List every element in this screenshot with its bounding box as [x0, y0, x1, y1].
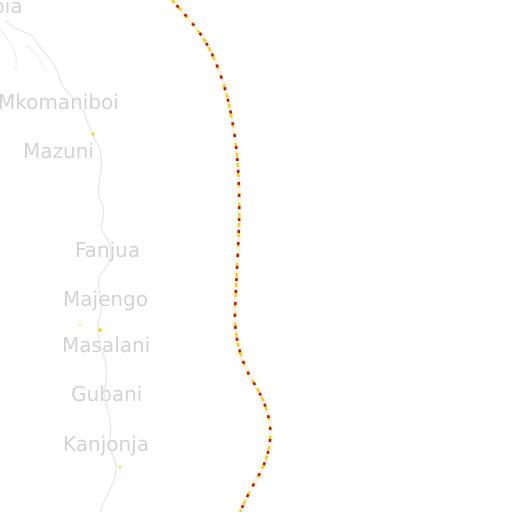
place-label-pia[interactable]: pia	[0, 0, 23, 18]
river-line	[4, 19, 117, 512]
place-label-gubani[interactable]: Gubani	[71, 382, 143, 406]
place-label-masalani[interactable]: Masalani	[62, 333, 151, 357]
place-label-fanjua[interactable]: Fanjua	[75, 238, 141, 262]
route-primary	[171, 0, 272, 512]
marker-dot	[98, 328, 102, 332]
place-label-majengo[interactable]: Majengo	[63, 287, 148, 311]
coast-line	[0, 29, 46, 71]
marker-dot	[78, 323, 82, 327]
place-label-mazuni[interactable]: Mazuni	[23, 139, 94, 163]
marker-dot	[118, 465, 122, 469]
marker-dot	[91, 132, 95, 136]
place-label-kanjonja[interactable]: Kanjonja	[63, 432, 149, 456]
place-label-mkomaniboi[interactable]: Mkomaniboi	[0, 90, 119, 114]
